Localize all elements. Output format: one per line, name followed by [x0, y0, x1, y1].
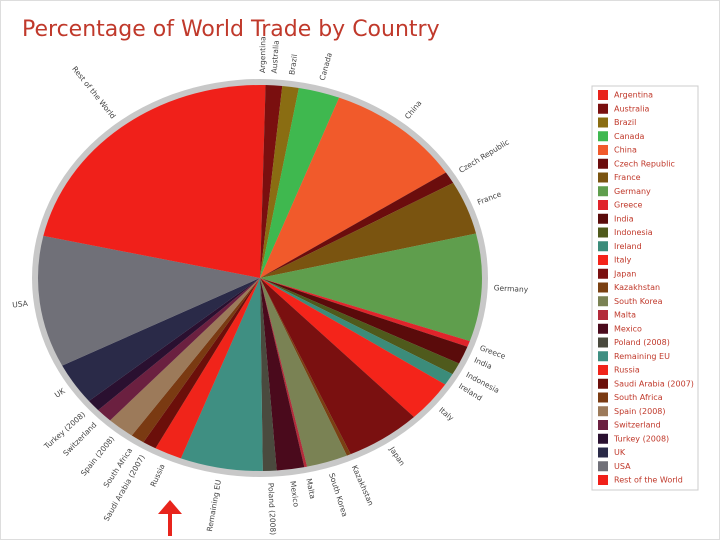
pie-slice	[38, 235, 261, 366]
legend-label: Malta	[614, 311, 636, 320]
pie-slice	[98, 278, 260, 421]
pie-slice	[260, 85, 299, 278]
legend-box	[591, 85, 699, 491]
pie-slice	[260, 87, 340, 278]
slice-label: Brazil	[287, 54, 299, 76]
legend-swatch	[598, 351, 608, 362]
legend-swatch	[598, 131, 608, 142]
legend-swatch	[598, 296, 608, 307]
slice-label: Germany	[494, 283, 529, 294]
chart-title: Percentage of World Trade by Country	[22, 17, 440, 42]
pie-slice	[260, 85, 266, 278]
legend-label: Remaining EU	[614, 352, 670, 361]
legend-swatch	[598, 378, 608, 389]
legend-swatch	[598, 282, 608, 293]
legend-swatch	[598, 227, 608, 238]
legend-swatch	[598, 213, 608, 224]
pie-slice	[110, 278, 261, 436]
pie-slice	[260, 278, 277, 471]
legend-swatch	[598, 420, 608, 430]
arrow	[158, 500, 182, 536]
pie-slice	[43, 85, 260, 278]
legend-label: UK	[614, 448, 626, 457]
legend-label: Japan	[613, 269, 636, 278]
legend-swatch	[598, 365, 608, 375]
pie-slice	[155, 278, 260, 459]
legend-label: Ireland	[614, 242, 642, 251]
legend-label: France	[614, 173, 641, 182]
legend-label: Russia	[614, 366, 640, 375]
legend-swatch	[598, 103, 608, 114]
legend-label: Kazakhstan	[614, 283, 660, 292]
legend-label: Spain (2008)	[614, 407, 666, 416]
pie-slice	[260, 172, 454, 278]
legend-swatch	[598, 268, 608, 279]
legend-label: Australia	[614, 104, 649, 113]
legend-label: Turkey (2008)	[613, 434, 669, 443]
slice-label: Poland (2008)	[266, 483, 277, 536]
legend-swatch	[598, 392, 608, 403]
pie-slice	[180, 278, 263, 471]
slice-label: Malta	[304, 478, 317, 500]
legend-swatch	[598, 145, 608, 155]
pie-slice	[260, 278, 446, 418]
pie-slice	[131, 278, 260, 443]
legend-swatch	[598, 475, 608, 485]
legend-swatch	[598, 337, 608, 348]
pie-slice	[260, 278, 347, 467]
legend-swatch	[598, 447, 608, 458]
legend-swatch	[598, 255, 608, 265]
legend-label: Rest of the World	[614, 476, 683, 485]
legend-label: Switzerland	[614, 421, 661, 430]
slice-label: Argentina	[258, 36, 267, 73]
legend-swatch	[598, 310, 608, 320]
pie-slice	[260, 85, 283, 279]
pie-slice	[260, 97, 446, 278]
legend-label: Argentina	[614, 91, 653, 100]
legend-label: India	[614, 214, 634, 223]
legend-label: Poland (2008)	[614, 338, 670, 347]
pie-slice	[88, 278, 260, 411]
legend-label: Indonesia	[614, 228, 653, 237]
legend-swatch	[598, 117, 608, 128]
legend-label: Mexico	[614, 324, 642, 333]
pie-slice	[260, 182, 477, 278]
legend-swatch	[598, 158, 608, 169]
legend-swatch	[598, 172, 608, 183]
pie-slice	[260, 278, 305, 471]
legend-swatch	[598, 461, 608, 472]
pie-slice	[260, 278, 470, 347]
pie-slice	[260, 278, 351, 456]
pie-slice	[260, 278, 453, 385]
slice-label: Mexico	[288, 480, 301, 508]
pie-slice	[260, 278, 308, 468]
legend-label: South Africa	[614, 393, 663, 402]
pie-slice	[260, 278, 468, 364]
legend-swatch	[598, 406, 608, 417]
legend-swatch	[598, 241, 608, 252]
legend-label: Czech Republic	[614, 159, 675, 168]
legend-label: Canada	[614, 132, 645, 141]
pie-slice	[260, 278, 414, 455]
pie-slice	[260, 233, 482, 342]
slice-label: USA	[12, 299, 29, 310]
legend-label: USA	[614, 462, 631, 471]
legend-swatch	[598, 433, 608, 444]
pie-slice	[260, 278, 460, 375]
pie-slice	[62, 278, 261, 402]
legend-label: Germany	[614, 187, 651, 196]
slice-label: Australia	[270, 40, 281, 74]
legend-label: South Korea	[614, 297, 663, 306]
pie-slice	[143, 278, 260, 449]
legend-swatch	[598, 186, 608, 197]
legend-label: Brazil	[614, 118, 636, 127]
legend-label: Saudi Arabia (2007)	[614, 379, 694, 388]
legend-label: Italy	[614, 256, 632, 265]
legend-label: Greece	[614, 201, 643, 210]
legend-swatch	[598, 90, 608, 100]
legend-label: China	[614, 146, 637, 155]
legend-swatch	[598, 200, 608, 210]
legend-swatch	[598, 323, 608, 334]
